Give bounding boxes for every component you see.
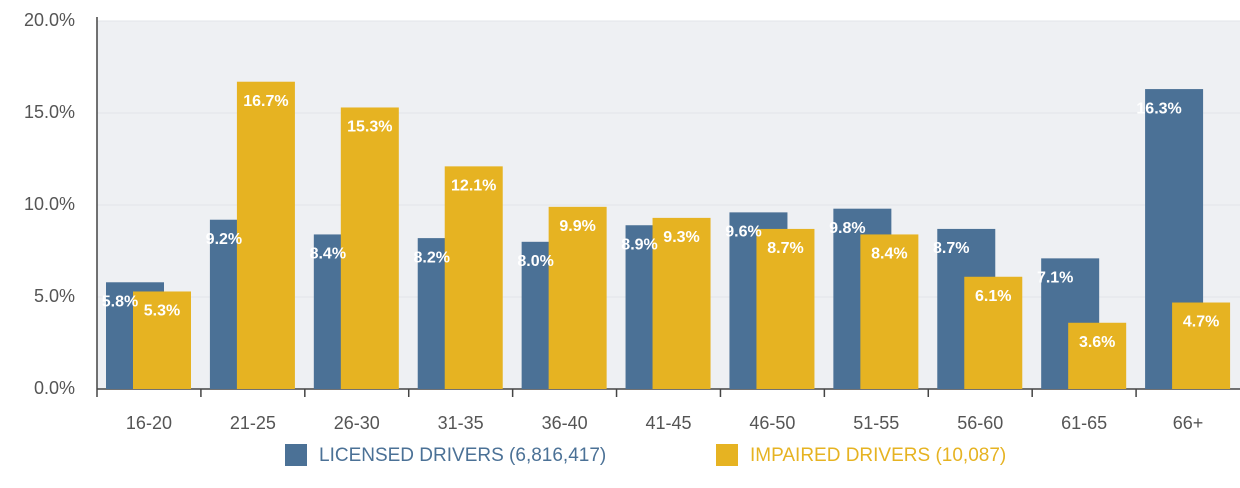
value-label: 8.0% bbox=[517, 253, 553, 270]
value-label: 9.9% bbox=[559, 218, 595, 235]
legend-swatch bbox=[285, 444, 307, 466]
bar bbox=[340, 107, 399, 389]
x-tick-label: 61-65 bbox=[1061, 413, 1107, 433]
bar bbox=[444, 166, 503, 389]
y-tick-label: 20.0% bbox=[24, 10, 75, 30]
value-label: 8.9% bbox=[621, 236, 657, 253]
x-tick-label: 36-40 bbox=[542, 413, 588, 433]
bar bbox=[236, 81, 295, 389]
y-tick-label: 15.0% bbox=[24, 102, 75, 122]
x-tick-label: 41-45 bbox=[645, 413, 691, 433]
value-label: 12.1% bbox=[451, 178, 496, 195]
value-label: 9.8% bbox=[829, 220, 865, 237]
bar bbox=[1172, 302, 1231, 389]
value-label: 8.4% bbox=[310, 246, 346, 263]
value-label: 8.7% bbox=[767, 240, 803, 257]
value-label: 5.8% bbox=[102, 293, 138, 310]
y-tick-label: 5.0% bbox=[34, 286, 75, 306]
legend-label: LICENSED DRIVERS (6,816,417) bbox=[319, 445, 606, 466]
x-tick-label: 51-55 bbox=[853, 413, 899, 433]
value-label: 9.3% bbox=[663, 229, 699, 246]
legend-label: IMPAIRED DRIVERS (10,087) bbox=[750, 445, 1006, 466]
value-label: 6.1% bbox=[975, 288, 1011, 305]
bar bbox=[756, 228, 815, 389]
value-label: 15.3% bbox=[347, 119, 392, 136]
value-label: 8.7% bbox=[933, 240, 969, 257]
y-tick-label: 10.0% bbox=[24, 194, 75, 214]
value-label: 16.3% bbox=[1136, 100, 1181, 117]
bar bbox=[133, 291, 191, 389]
bar bbox=[652, 217, 711, 389]
x-tick-label: 16-20 bbox=[126, 413, 172, 433]
bar bbox=[860, 234, 919, 389]
x-tick-label: 31-35 bbox=[438, 413, 484, 433]
value-label: 4.7% bbox=[1183, 314, 1219, 331]
legend-swatch bbox=[716, 444, 738, 466]
bar bbox=[548, 206, 607, 389]
value-label: 8.4% bbox=[871, 246, 907, 263]
value-label: 9.2% bbox=[206, 231, 242, 248]
x-tick-label: 21-25 bbox=[230, 413, 276, 433]
value-label: 16.7% bbox=[243, 93, 288, 110]
bar bbox=[1068, 322, 1127, 389]
value-label: 3.6% bbox=[1079, 334, 1115, 351]
y-tick-label: 0.0% bbox=[34, 378, 75, 398]
value-label: 9.6% bbox=[725, 224, 761, 241]
value-label: 5.3% bbox=[144, 303, 180, 320]
bar bbox=[964, 276, 1023, 389]
x-tick-label: 56-60 bbox=[957, 413, 1003, 433]
value-label: 8.2% bbox=[413, 249, 449, 266]
value-label: 7.1% bbox=[1037, 270, 1073, 287]
x-tick-label: 26-30 bbox=[334, 413, 380, 433]
x-tick-label: 46-50 bbox=[749, 413, 795, 433]
x-tick-label: 66+ bbox=[1173, 413, 1204, 433]
